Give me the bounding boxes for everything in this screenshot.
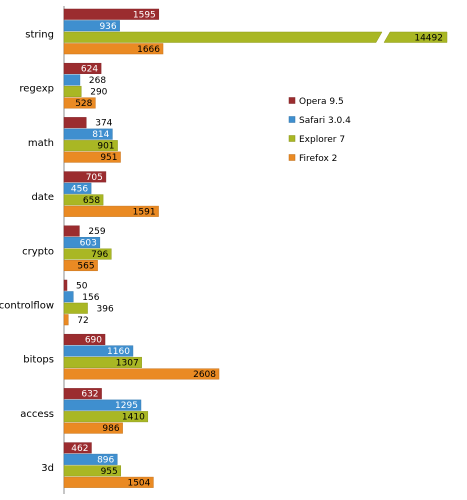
category-label-access: access (20, 409, 54, 420)
bar-safari-3-0-4-regexp (63, 74, 81, 86)
legend-swatch-explorer-7 (288, 135, 296, 142)
bar-firefox-2-controlflow (63, 314, 69, 326)
category-label-math: math (28, 138, 54, 149)
bar-safari-3-0-4-string (63, 20, 120, 32)
bar-explorer-7-bitops (63, 356, 142, 368)
bar-explorer-7-string (63, 31, 383, 43)
value-label-explorer-7-date: 658 (83, 196, 100, 206)
value-label-firefox-2-regexp: 528 (75, 99, 92, 109)
bar-safari-3-0-4-access (63, 399, 142, 411)
bar-safari-3-0-4-date (63, 182, 92, 194)
bar-safari-3-0-4-bitops (63, 345, 134, 357)
value-label-safari-3-0-4-math: 814 (92, 130, 109, 140)
legend-label-opera-9-5: Opera 9.5 (299, 97, 344, 107)
legend-label-explorer-7: Explorer 7 (299, 135, 345, 145)
value-label-opera-9-5-3d: 462 (71, 444, 88, 454)
value-label-firefox-2-bitops: 2608 (193, 370, 216, 380)
value-label-firefox-2-string: 1666 (137, 45, 160, 55)
category-label-string: string (25, 30, 54, 41)
bar-opera-9-5-string (63, 8, 160, 20)
value-label-safari-3-0-4-controlflow: 156 (82, 293, 99, 303)
bar-opera-9-5-math (63, 117, 87, 129)
value-label-safari-3-0-4-regexp: 268 (89, 76, 106, 86)
bar-firefox-2-access (63, 422, 123, 434)
category-label-controlflow: controlflow (0, 301, 54, 312)
bar-explorer-7-string-continued (383, 31, 448, 43)
value-label-explorer-7-access: 1410 (122, 413, 145, 423)
value-label-safari-3-0-4-3d: 896 (97, 455, 114, 465)
bars-layer (63, 8, 448, 488)
category-label-crypto: crypto (22, 246, 54, 257)
bar-explorer-7-date (63, 194, 104, 206)
value-label-explorer-7-3d: 955 (101, 467, 118, 477)
bar-safari-3-0-4-controlflow (63, 291, 74, 303)
bar-opera-9-5-bitops (63, 333, 106, 345)
bar-explorer-7-crypto (63, 248, 112, 260)
value-label-opera-9-5-date: 705 (86, 173, 103, 183)
category-label-3d: 3d (41, 463, 54, 474)
bar-firefox-2-date (63, 205, 159, 217)
value-label-firefox-2-controlflow: 72 (77, 316, 88, 326)
category-label-date: date (31, 192, 54, 203)
value-label-explorer-7-bitops: 1307 (116, 358, 139, 368)
value-label-firefox-2-crypto: 565 (77, 262, 94, 272)
bar-firefox-2-regexp (63, 97, 96, 109)
bar-explorer-7-controlflow (63, 302, 88, 314)
value-label-explorer-7-controlflow: 396 (97, 304, 114, 314)
bar-safari-3-0-4-3d (63, 453, 118, 465)
value-label-opera-9-5-access: 632 (81, 390, 98, 400)
bar-opera-9-5-date (63, 171, 107, 183)
value-label-explorer-7-regexp: 290 (90, 87, 107, 97)
bar-explorer-7-regexp (63, 85, 82, 97)
bar-safari-3-0-4-crypto (63, 237, 101, 249)
bar-firefox-2-3d (63, 476, 154, 488)
value-label-opera-9-5-crypto: 259 (88, 227, 105, 237)
value-label-firefox-2-access: 986 (102, 424, 119, 434)
legend: Opera 9.5 Safari 3.0.4 Explorer 7 Firefox 2 (288, 97, 351, 164)
value-label-safari-3-0-4-string: 936 (99, 22, 116, 32)
value-label-firefox-2-date: 1591 (133, 207, 156, 217)
value-label-opera-9-5-string: 1595 (133, 10, 156, 20)
value-label-safari-3-0-4-bitops: 1160 (107, 347, 130, 357)
value-label-safari-3-0-4-date: 456 (71, 184, 88, 194)
bar-firefox-2-string (63, 43, 164, 55)
bar-opera-9-5-access (63, 388, 102, 400)
bar-safari-3-0-4-math (63, 128, 113, 140)
value-label-safari-3-0-4-crypto: 603 (80, 239, 97, 249)
legend-swatch-opera-9-5 (288, 97, 296, 104)
value-label-explorer-7-string: 14492 (414, 33, 443, 43)
bar-explorer-7-3d (63, 465, 122, 477)
value-label-opera-9-5-regexp: 624 (81, 64, 98, 74)
bar-firefox-2-crypto (63, 260, 98, 272)
bar-opera-9-5-regexp (63, 62, 102, 74)
bar-explorer-7-access (63, 411, 149, 423)
legend-label-firefox-2: Firefox 2 (299, 154, 337, 164)
category-label-regexp: regexp (19, 84, 54, 95)
bar-firefox-2-math (63, 151, 121, 163)
value-label-opera-9-5-controlflow: 50 (76, 281, 88, 291)
bar-opera-9-5-controlflow (63, 279, 68, 291)
bar-opera-9-5-crypto (63, 225, 80, 237)
value-label-opera-9-5-math: 374 (95, 119, 112, 129)
category-label-bitops: bitops (23, 355, 54, 366)
value-label-safari-3-0-4-access: 1295 (115, 401, 138, 411)
value-label-opera-9-5-bitops: 690 (85, 335, 102, 345)
value-label-explorer-7-math: 901 (97, 142, 114, 152)
value-label-firefox-2-math: 951 (100, 153, 117, 163)
value-label-explorer-7-crypto: 796 (91, 250, 108, 260)
legend-label-safari-3-0-4: Safari 3.0.4 (299, 116, 351, 126)
bar-firefox-2-bitops (63, 368, 220, 380)
value-label-firefox-2-3d: 1504 (127, 478, 150, 488)
legend-swatch-safari-3-0-4 (288, 116, 296, 123)
bar-opera-9-5-3d (63, 442, 92, 454)
bar-explorer-7-math (63, 140, 118, 152)
legend-swatch-firefox-2 (288, 154, 296, 161)
